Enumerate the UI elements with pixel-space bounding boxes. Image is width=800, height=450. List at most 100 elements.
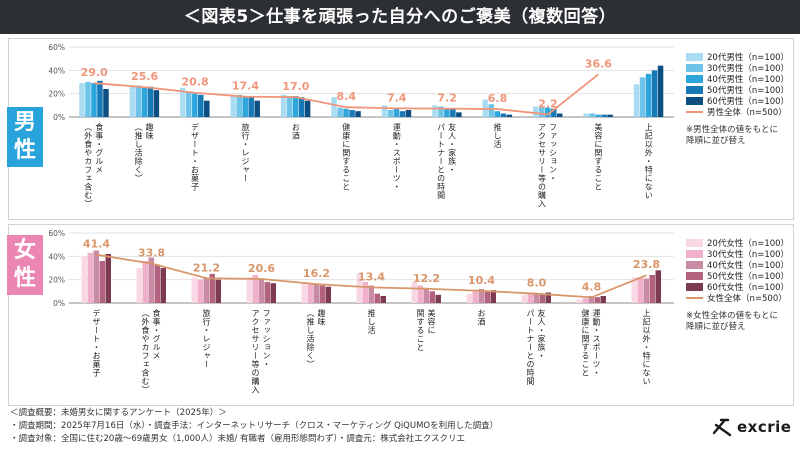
male-bar-50代男性（n=100） bbox=[248, 97, 254, 117]
male-total-label: 7.4 bbox=[387, 91, 407, 104]
male-bar-30代男性（n=100） bbox=[186, 91, 192, 117]
female-bar-50代女性（n=100） bbox=[484, 291, 490, 303]
male-category-label: 上記以外・特にない bbox=[644, 123, 653, 200]
male-bar-60代男性（n=100） bbox=[607, 114, 613, 117]
female-bar-40代女性（n=100） bbox=[368, 285, 374, 303]
female-bar-50代女性（n=100） bbox=[649, 275, 655, 303]
female-bar-60代女性（n=100） bbox=[655, 270, 661, 303]
male-note-line1: ※男性全体の値をもとに bbox=[686, 125, 778, 135]
male-category-label: （推し活除く） bbox=[134, 123, 143, 183]
male-legend-swatch bbox=[686, 74, 703, 83]
female-bar-30代女性（n=100） bbox=[472, 291, 478, 303]
female-category-label: 友人・家族・ bbox=[537, 308, 546, 360]
male-legend-item: 20代男性（n=100） bbox=[686, 51, 789, 63]
female-bar-40代女性（n=100） bbox=[313, 284, 319, 303]
male-bar-60代男性（n=100） bbox=[456, 112, 462, 117]
female-total-label: 13.4 bbox=[358, 270, 385, 283]
female-category-label: お酒 bbox=[477, 309, 486, 327]
female-category-label: 運動・スポーツ・ bbox=[592, 309, 601, 377]
female-bar-30代女性（n=100） bbox=[197, 279, 203, 303]
male-bar-60代男性（n=100） bbox=[657, 65, 664, 117]
female-bar-40代女性（n=100） bbox=[533, 293, 539, 303]
male-bar-50代男性（n=100） bbox=[500, 113, 507, 117]
female-bar-20代女性（n=100） bbox=[136, 268, 142, 303]
male-total-label: 6.8 bbox=[488, 92, 508, 105]
male-ytick-label: 20% bbox=[48, 90, 65, 99]
male-legend-label: 40代男性（n=100） bbox=[707, 74, 790, 85]
male-bar-50代男性（n=100） bbox=[601, 114, 607, 117]
female-bar-30代女性（n=100） bbox=[417, 285, 423, 303]
male-bar-60代男性（n=100） bbox=[405, 110, 412, 117]
male-bar-40代男性（n=100） bbox=[645, 73, 652, 117]
male-bar-20代男性（n=100） bbox=[381, 105, 388, 117]
female-category-label: パートナーとの時間 bbox=[526, 309, 535, 386]
female-bar-40代女性（n=100） bbox=[258, 278, 264, 303]
female-legend-swatch bbox=[686, 249, 703, 258]
male-bar-60代男性（n=100） bbox=[204, 100, 210, 117]
male-bar-20代男性（n=100） bbox=[432, 105, 438, 117]
female-note-line2: 降順に並び替え bbox=[686, 322, 746, 332]
male-category-label: 旅行・レジャー bbox=[241, 122, 250, 182]
male-category-label: 美容に関すること bbox=[594, 122, 603, 191]
female-bar-60代女性（n=100） bbox=[380, 296, 386, 303]
female-legend-item: 50代女性（n=100） bbox=[686, 270, 789, 282]
male-legend-label: 30代男性（n=100） bbox=[707, 63, 790, 74]
female-bar-20代女性（n=100） bbox=[356, 273, 362, 303]
male-note-line2: 降順に並び替え bbox=[686, 136, 746, 146]
female-bar-50代女性（n=100） bbox=[319, 285, 325, 303]
male-bar-50代男性（n=100） bbox=[550, 108, 557, 117]
female-bar-30代女性（n=100） bbox=[142, 261, 148, 303]
female-legend-line bbox=[686, 296, 703, 299]
female-bar-20代女性（n=100） bbox=[466, 293, 472, 303]
male-bar-20代男性（n=100） bbox=[532, 106, 539, 117]
female-bar-40代女性（n=100） bbox=[148, 257, 154, 303]
female-bar-40代女性（n=100） bbox=[643, 278, 649, 303]
male-bar-20代男性（n=100） bbox=[583, 113, 589, 117]
female-category-label: 美容に bbox=[427, 308, 436, 334]
female-legend-label: 20代女性（n=100） bbox=[707, 238, 790, 249]
female-legend-label: 40代女性（n=100） bbox=[707, 260, 790, 271]
male-bar-30代男性（n=100） bbox=[438, 106, 444, 117]
male-legend-swatch bbox=[686, 63, 703, 72]
male-bar-30代男性（n=100） bbox=[85, 82, 91, 117]
male-legend-label: 50代男性（n=100） bbox=[707, 85, 790, 96]
female-category-label: （外食やカフェ含む） bbox=[141, 309, 150, 394]
female-category-label: 関すること bbox=[416, 309, 425, 352]
male-chart: 0% 20% 40% 60% 29.0 25.6 20.8 17.4 17.0 8.4 7.4 7.2… bbox=[48, 43, 674, 208]
female-bar-50代女性（n=100） bbox=[429, 291, 435, 303]
male-legend-label: 男性全体（n=500） bbox=[707, 107, 787, 118]
male-note: ※男性全体の値をもとに 降順に並び替え bbox=[686, 125, 778, 147]
female-total-label: 23.8 bbox=[633, 258, 660, 271]
female-legend-item-total: 女性全体（n=500） bbox=[686, 292, 789, 304]
female-bar-20代女性（n=100） bbox=[191, 277, 197, 303]
male-category-label: 趣味 bbox=[145, 122, 154, 141]
female-category-label: アクセサリー等の購入 bbox=[251, 309, 260, 394]
male-bar-30代男性（n=100） bbox=[135, 85, 142, 117]
female-bar-60代女性（n=100） bbox=[215, 279, 221, 303]
male-bar-40代男性（n=100） bbox=[544, 107, 551, 117]
male-bar-30代男性（n=100） bbox=[589, 113, 595, 117]
female-total-label: 8.0 bbox=[527, 277, 547, 290]
female-total-label: 16.2 bbox=[303, 267, 330, 280]
excrie-logo: excrie bbox=[712, 417, 791, 437]
female-bar-60代女性（n=100） bbox=[160, 268, 166, 303]
female-bar-60代女性（n=100） bbox=[490, 290, 496, 303]
female-total-label: 33.8 bbox=[138, 247, 165, 260]
male-total-label: 2.2 bbox=[538, 97, 558, 110]
female-bar-20代女性（n=100） bbox=[631, 277, 637, 303]
male-bar-40代男性（n=100） bbox=[444, 108, 450, 117]
male-legend-item: 50代男性（n=100） bbox=[686, 84, 790, 96]
female-bar-20代女性（n=100） bbox=[521, 294, 527, 303]
female-bar-60代女性（n=100） bbox=[600, 296, 606, 303]
male-legend-swatch bbox=[686, 85, 703, 94]
female-legend: 20代女性（n=100） 30代女性（n=100） 40代女性（n=100） 50代女… bbox=[686, 237, 790, 304]
male-category-label: 健康に関すること bbox=[342, 122, 351, 191]
female-bar-30代女性（n=100） bbox=[307, 283, 313, 303]
female-legend-label: 60代女性（n=100） bbox=[707, 282, 790, 293]
female-legend-label: 女性全体（n=500） bbox=[707, 293, 787, 304]
female-panel: 女性 0% 20% 40% 60% 41.4 33.8 21.2 20.6 16.2 13.4 12… bbox=[7, 224, 794, 406]
male-bar-60代男性（n=100） bbox=[153, 90, 160, 117]
male-bar-50代男性（n=100） bbox=[349, 110, 355, 117]
male-bar-40代男性（n=100） bbox=[292, 96, 299, 117]
male-category-label: お酒 bbox=[291, 123, 300, 141]
